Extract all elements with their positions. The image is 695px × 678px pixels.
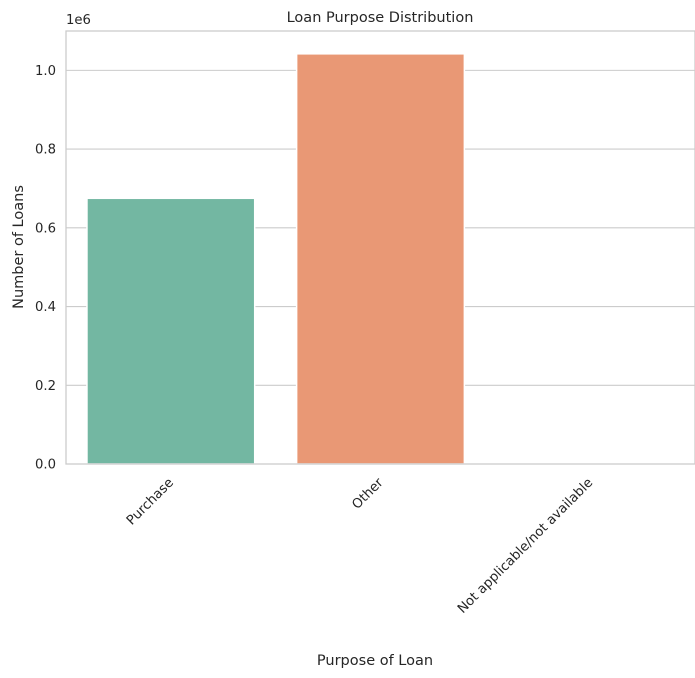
y-tick-label: 0.8 <box>35 143 56 158</box>
bar-other <box>295 53 466 465</box>
y-tick-label: 0.2 <box>35 379 56 394</box>
y-tick-label: 0.4 <box>35 300 56 315</box>
chart-title: Loan Purpose Distribution <box>287 10 474 26</box>
x-tick-label: Not applicable/not available <box>455 475 596 616</box>
y-tick-label: 0.0 <box>35 458 56 473</box>
y-tick-label: 1.0 <box>35 64 56 79</box>
bars <box>86 53 466 465</box>
bar-purchase <box>86 197 256 465</box>
x-tick-label: Other <box>350 475 387 512</box>
y-axis-label: Number of Loans <box>11 185 27 309</box>
x-ticks: Purchase Other Not applicable/not availabl… <box>124 475 596 617</box>
y-tick-label: 0.6 <box>35 221 56 236</box>
x-tick-label: Purchase <box>124 475 177 528</box>
y-ticks: 0.0 0.2 0.4 0.6 0.8 1.0 <box>35 64 56 473</box>
y-axis-offset-label: 1e6 <box>66 13 91 28</box>
x-axis-label: Purpose of Loan <box>317 653 433 669</box>
plot-frame <box>65 30 695 465</box>
